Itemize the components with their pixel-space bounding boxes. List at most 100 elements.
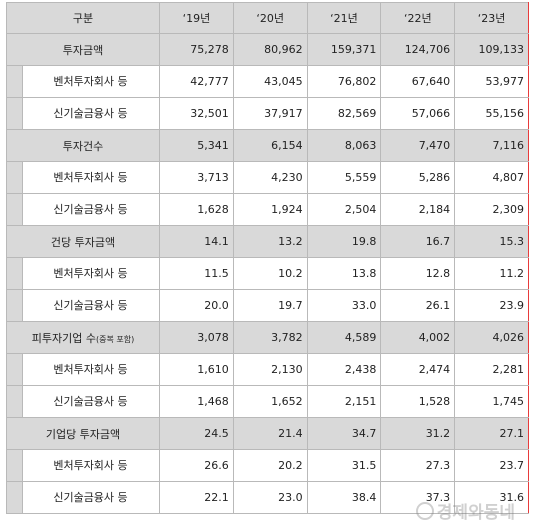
header-2021: ‘21년 (306, 2, 382, 34)
cell-value: 5,559 (306, 161, 382, 194)
header-row: 구분 ‘19년 ‘20년 ‘21년 ‘22년 ‘23년 (6, 2, 529, 34)
cell-value: 53,977 (454, 65, 529, 98)
sub-label-cell: 신기술금융사 등 (6, 289, 160, 322)
cell-value: 4,807 (454, 161, 529, 194)
sub-label-cell: 벤처투자회사 등 (6, 353, 160, 386)
cell-value: 75,278 (159, 33, 234, 66)
cell-value: 26.1 (380, 289, 456, 322)
cell-value: 8,063 (306, 129, 382, 162)
indent-band (7, 66, 23, 97)
sub-label-cell: 신기술금융사 등 (6, 385, 160, 418)
sub-row: 신기술금융사 등 32,501 37,917 82,569 57,066 55,156 (6, 97, 529, 130)
cell-value: 3,782 (232, 321, 308, 354)
sub-row: 신기술금융사 등 1,468 1,652 2,151 1,528 1,745 (6, 385, 529, 418)
cell-value: 26.6 (159, 449, 234, 482)
header-2020: ‘20년 (232, 2, 308, 34)
indent-band (7, 98, 23, 129)
indent-band (7, 450, 23, 481)
indent-band (7, 354, 23, 385)
cell-value: 2,309 (454, 193, 529, 226)
cell-value: 159,371 (306, 33, 382, 66)
cell-value: 2,474 (380, 353, 456, 386)
sub-label: 신기술금융사 등 (53, 395, 128, 408)
group-row: 기업당 투자금액 24.5 21.4 34.7 31.2 27.1 (6, 417, 529, 450)
group-row: 건당 투자금액 14.1 13.2 19.8 16.7 15.3 (6, 225, 529, 258)
cell-value: 4,589 (306, 321, 382, 354)
cell-value: 2,438 (306, 353, 382, 386)
sub-label-cell: 신기술금융사 등 (6, 481, 160, 514)
cell-value: 34.7 (306, 417, 382, 450)
cell-value: 23.0 (232, 481, 308, 514)
sub-label: 신기술금융사 등 (53, 107, 128, 120)
cell-value: 14.1 (159, 225, 234, 258)
cell-value: 13.2 (232, 225, 308, 258)
header-2019: ‘19년 (159, 2, 234, 34)
sub-label: 벤처투자회사 등 (53, 267, 128, 280)
cell-value: 4,002 (380, 321, 456, 354)
cell-value: 37,917 (232, 97, 308, 130)
cell-value: 1,528 (380, 385, 456, 418)
header-2022: ‘22년 (380, 2, 456, 34)
group-row: 피투자기업 수(중복 포함) 3,078 3,782 4,589 4,002 4,026 (6, 321, 529, 354)
investment-table: 구분 ‘19년 ‘20년 ‘21년 ‘22년 ‘23년 투자금액 75,278 80… (6, 2, 529, 514)
cell-value: 22.1 (159, 481, 234, 514)
cell-value: 19.7 (232, 289, 308, 322)
cell-value: 3,713 (159, 161, 234, 194)
group-row: 투자금액 75,278 80,962 159,371 124,706 109,133 (6, 33, 529, 66)
cell-value: 2,151 (306, 385, 382, 418)
cell-value: 5,341 (159, 129, 234, 162)
cell-value: 7,470 (380, 129, 456, 162)
sub-label-cell: 신기술금융사 등 (6, 97, 160, 130)
cell-value: 2,281 (454, 353, 529, 386)
cell-value: 11.2 (454, 257, 529, 290)
sub-label: 벤처투자회사 등 (53, 363, 128, 376)
cell-value: 23.7 (454, 449, 529, 482)
cell-value: 32,501 (159, 97, 234, 130)
cell-value: 43,045 (232, 65, 308, 98)
sub-label-cell: 벤처투자회사 등 (6, 65, 160, 98)
cell-value: 1,628 (159, 193, 234, 226)
sub-row: 신기술금융사 등 1,628 1,924 2,504 2,184 2,309 (6, 193, 529, 226)
sub-row: 벤처투자회사 등 26.6 20.2 31.5 27.3 23.7 (6, 449, 529, 482)
sub-row: 신기술금융사 등 20.0 19.7 33.0 26.1 23.9 (6, 289, 529, 322)
cell-value: 42,777 (159, 65, 234, 98)
sub-label: 벤처투자회사 등 (53, 171, 128, 184)
cell-value: 20.2 (232, 449, 308, 482)
cell-value: 2,130 (232, 353, 308, 386)
cell-value: 15.3 (454, 225, 529, 258)
cell-value: 19.8 (306, 225, 382, 258)
sub-label-cell: 벤처투자회사 등 (6, 449, 160, 482)
group-label: 투자금액 (6, 33, 160, 66)
cell-value: 109,133 (454, 33, 529, 66)
sub-label-cell: 벤처투자회사 등 (6, 161, 160, 194)
cell-value: 10.2 (232, 257, 308, 290)
cell-value: 82,569 (306, 97, 382, 130)
cell-value: 16.7 (380, 225, 456, 258)
sub-label: 벤처투자회사 등 (53, 459, 128, 472)
cell-value: 1,745 (454, 385, 529, 418)
group-row: 투자건수 5,341 6,154 8,063 7,470 7,116 (6, 129, 529, 162)
group-label: 투자건수 (6, 129, 160, 162)
cell-value: 33.0 (306, 289, 382, 322)
cell-value: 2,504 (306, 193, 382, 226)
cell-value: 21.4 (232, 417, 308, 450)
watermark: 경제와동네 (415, 498, 515, 523)
header-category: 구분 (6, 2, 160, 34)
sub-row: 벤처투자회사 등 3,713 4,230 5,559 5,286 4,807 (6, 161, 529, 194)
indent-band (7, 162, 23, 193)
indent-band (7, 290, 23, 321)
sub-label-cell: 벤처투자회사 등 (6, 257, 160, 290)
group-label: 기업당 투자금액 (6, 417, 160, 450)
cell-value: 76,802 (306, 65, 382, 98)
cell-value: 67,640 (380, 65, 456, 98)
cell-value: 31.6 (454, 481, 529, 514)
cell-value: 11.5 (159, 257, 234, 290)
cell-value: 23.9 (454, 289, 529, 322)
cell-value: 31.2 (380, 417, 456, 450)
cell-value: 3,078 (159, 321, 234, 354)
cell-value: 55,156 (454, 97, 529, 130)
cell-value: 24.5 (159, 417, 234, 450)
cell-value: 124,706 (380, 33, 456, 66)
cell-value: 38.4 (306, 481, 382, 514)
